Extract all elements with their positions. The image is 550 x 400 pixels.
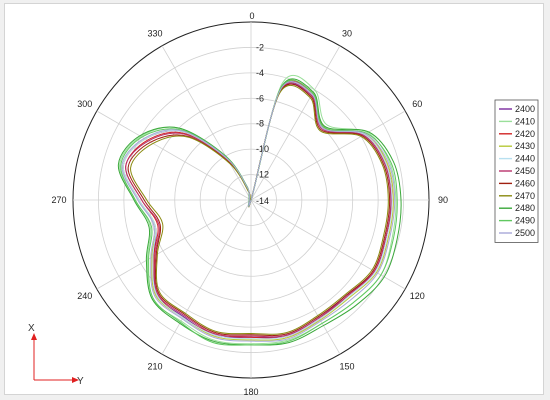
series-line-2450 <box>125 82 392 338</box>
angular-tick-label: 90 <box>438 195 448 205</box>
polar-chart: 0 -2 -4 -6 -8 -10 -12 -14 30 60 90 120 150 180 210 240… <box>28 11 539 396</box>
chart-frame: 0 -2 -4 -6 -8 -10 -12 -14 30 60 90 120 150 180 210 240… <box>4 3 544 396</box>
polar-grid <box>72 21 430 379</box>
radial-tick-label: -6 <box>256 93 264 103</box>
legend-label: 2410 <box>515 116 535 126</box>
angular-tick-label: 120 <box>410 291 425 301</box>
angular-tick-label: 330 <box>147 29 162 39</box>
legend-label: 2480 <box>515 203 535 213</box>
series-line-2490 <box>120 79 398 346</box>
legend-label: 2490 <box>515 216 535 226</box>
corner-y-axis-arrow <box>72 377 79 383</box>
radial-tick-label: -12 <box>256 170 269 180</box>
series-line-2460 <box>127 83 391 337</box>
series-line-2500 <box>121 81 396 342</box>
radial-tick-label: 0 <box>249 11 254 21</box>
legend-label: 2460 <box>515 178 535 188</box>
legend-label: 2400 <box>515 104 535 114</box>
legend-label: 2420 <box>515 129 535 139</box>
grid-spoke <box>96 110 252 201</box>
series-line-2470 <box>130 84 389 335</box>
angular-tick-label: 210 <box>147 361 162 371</box>
angular-tick-label: 240 <box>77 291 92 301</box>
angular-tick-label: 300 <box>77 99 92 109</box>
radial-tick-label: -4 <box>256 68 264 78</box>
series-line-2440 <box>122 81 393 340</box>
series-lines <box>117 75 402 346</box>
radial-tick-label: -14 <box>256 196 269 206</box>
angular-tick-labels: 30 60 90 120 150 180 210 240 270 300 330 <box>51 29 448 396</box>
grid-spoke <box>250 199 406 290</box>
radial-tick-label: -10 <box>256 144 269 154</box>
grid-spoke <box>96 199 252 290</box>
angular-tick-label: 150 <box>339 361 354 371</box>
radial-tick-labels: 0 -2 -4 -6 -8 -10 -12 -14 <box>249 11 269 206</box>
legend-label: 2440 <box>515 154 535 164</box>
legend-label: 2430 <box>515 141 535 151</box>
grid-spoke <box>161 45 252 201</box>
legend-label: 2470 <box>515 191 535 201</box>
corner-x-axis-arrow <box>31 333 37 340</box>
legend: 2400 2410 2420 2430 2440 2450 2460 2470 2480 2490… <box>494 99 539 243</box>
corner-x-label: X <box>28 323 35 334</box>
grid-spoke <box>250 45 341 201</box>
angular-tick-label: 270 <box>51 195 66 205</box>
angular-tick-label: 60 <box>412 99 422 109</box>
grid-spoke <box>161 199 252 355</box>
legend-label: 2450 <box>515 166 535 176</box>
corner-axes-icon: X Y <box>28 323 84 387</box>
radial-tick-label: -8 <box>256 119 264 129</box>
grid-spoke <box>250 199 341 355</box>
grid-spoke <box>250 110 406 201</box>
angular-tick-label: 180 <box>243 387 258 396</box>
corner-y-label: Y <box>77 376 84 387</box>
angular-tick-label: 30 <box>342 29 352 39</box>
radial-tick-label: -2 <box>256 42 264 52</box>
legend-label: 2500 <box>515 228 535 238</box>
